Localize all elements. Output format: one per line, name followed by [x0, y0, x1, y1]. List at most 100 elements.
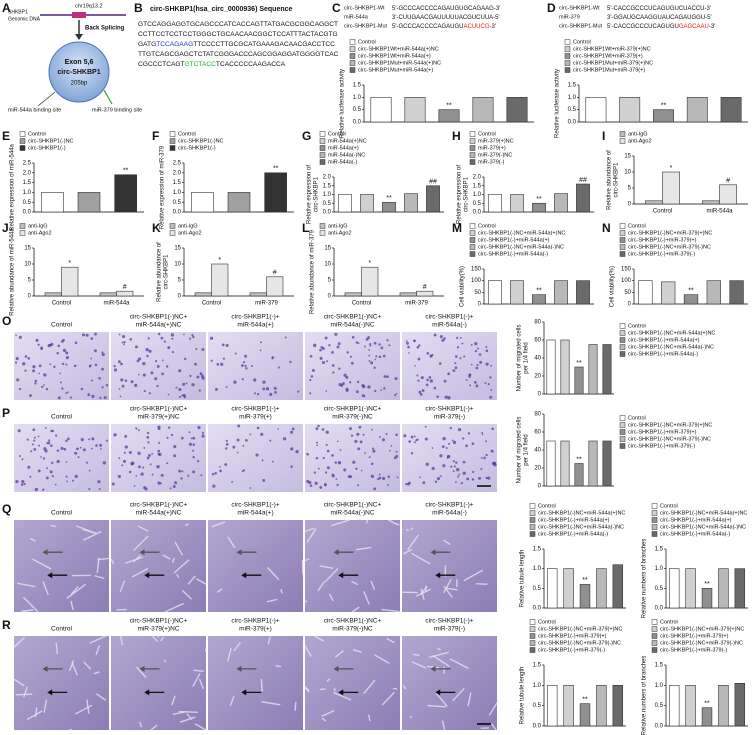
- y-tick-label: 1.0: [533, 566, 542, 572]
- cell: [244, 364, 247, 367]
- sequence-line: CCTTCCTCCTCCTGGGCTGCAACAACGGCTCCATTTACTA…: [138, 31, 338, 38]
- cell: [371, 428, 373, 431]
- bar: [116, 290, 134, 297]
- bar: [344, 292, 362, 297]
- cell: [428, 375, 432, 379]
- cell: [121, 341, 124, 344]
- cell: [48, 439, 51, 442]
- tube: [233, 642, 241, 652]
- cell: [157, 427, 161, 431]
- cell: [413, 435, 416, 438]
- tube: [162, 554, 171, 560]
- cell: [449, 426, 453, 430]
- cell: [34, 379, 38, 383]
- y-tick-label: 1.5: [23, 180, 32, 186]
- cell: [312, 343, 317, 348]
- legend-swatch: [564, 67, 571, 73]
- legend-label: miR-544a(-)NC: [328, 152, 365, 158]
- cell: [308, 480, 312, 485]
- legend-label: circ-SHKBP1(-)NC+miR-544a(-)NC: [478, 244, 564, 250]
- cell: [182, 382, 186, 386]
- cell: [192, 335, 195, 339]
- legend-label: anti-IgG: [28, 223, 48, 229]
- cell: [149, 463, 152, 466]
- y-tick-label: 1.5: [533, 547, 542, 553]
- image-caption: circ-SHKBP1(-)+: [425, 314, 473, 321]
- sequence-segment: -3': [490, 24, 496, 30]
- cell: [442, 464, 446, 468]
- cell: [369, 344, 372, 347]
- cell: [443, 379, 447, 383]
- cell: [199, 372, 203, 376]
- bar: [668, 568, 680, 609]
- arrow-head: [435, 689, 441, 696]
- tube: [442, 578, 452, 594]
- cell: [378, 473, 381, 476]
- legend-label: Control: [28, 131, 46, 137]
- tube: [179, 716, 196, 723]
- tube: [17, 582, 36, 588]
- cell: [447, 396, 451, 400]
- y-tick-label: 80: [534, 412, 541, 418]
- y-axis-label: Relative tubule length: [520, 550, 526, 608]
- cell: [59, 372, 62, 375]
- cell: [181, 470, 184, 473]
- legend-swatch: [619, 351, 626, 357]
- bar: [719, 184, 737, 205]
- cell: [260, 432, 264, 436]
- micrograph: [111, 520, 206, 612]
- cell: [163, 340, 167, 343]
- legend-swatch: [319, 152, 326, 158]
- y-axis-label: Relative numbers of branches: [642, 656, 648, 735]
- image-caption: miR-544a(+): [237, 322, 273, 329]
- bar: [574, 366, 584, 395]
- image-caption: circ-SHKBP1(-)+: [231, 502, 279, 509]
- cell: [124, 379, 128, 383]
- bar: [399, 292, 417, 297]
- sequence-segment: 5'-CACCGCCCUCAGUGU: [607, 24, 679, 30]
- cell: [142, 361, 146, 366]
- cell: [350, 361, 354, 365]
- x-tick-label: Control: [202, 301, 221, 307]
- tube: [388, 519, 394, 524]
- y-tick-label: 1.0: [655, 566, 664, 572]
- legend-swatch: [19, 145, 26, 151]
- significance: *: [218, 257, 221, 264]
- cell: [146, 431, 150, 435]
- cell: [455, 355, 458, 358]
- cell: [178, 387, 182, 392]
- cell: [151, 473, 154, 476]
- cell: [346, 351, 349, 354]
- tube: [333, 687, 336, 692]
- tube: [196, 578, 207, 585]
- cell: [374, 358, 377, 361]
- cell: [192, 455, 195, 459]
- cell: [326, 449, 330, 453]
- tube: [402, 548, 413, 555]
- cell: [316, 444, 318, 447]
- sequence-line: GTCCAGGAGGTGCAGCCCATCACCAGTTATGACGCGGCAG…: [138, 21, 338, 28]
- cell: [105, 439, 108, 442]
- y-tick-label: 80: [534, 320, 541, 326]
- y-axis-label: Relative abundance of miR-544a: [10, 228, 16, 316]
- image-caption: miR-544a(-): [432, 322, 467, 329]
- tube: [96, 557, 100, 573]
- cell: [461, 342, 464, 345]
- cell: [289, 360, 292, 364]
- y-tick-label: 1.0: [655, 683, 664, 689]
- cell: [331, 474, 335, 478]
- cell: [65, 363, 68, 366]
- cell: [128, 470, 132, 474]
- cell: [479, 360, 483, 364]
- cell: [166, 462, 169, 465]
- bar: [596, 685, 607, 727]
- tube: [89, 635, 107, 644]
- cell: [191, 333, 194, 337]
- cell: [480, 457, 483, 459]
- cell: [97, 480, 101, 484]
- tube: [333, 691, 352, 701]
- cell: [407, 352, 410, 354]
- sequence-line: GATGTCCAGAAGTTCCCCTTGCGCATGAAAGACAACGACC…: [138, 41, 335, 48]
- image-caption: circ-SHKBP1(-)+: [425, 406, 473, 413]
- bar: [438, 109, 460, 123]
